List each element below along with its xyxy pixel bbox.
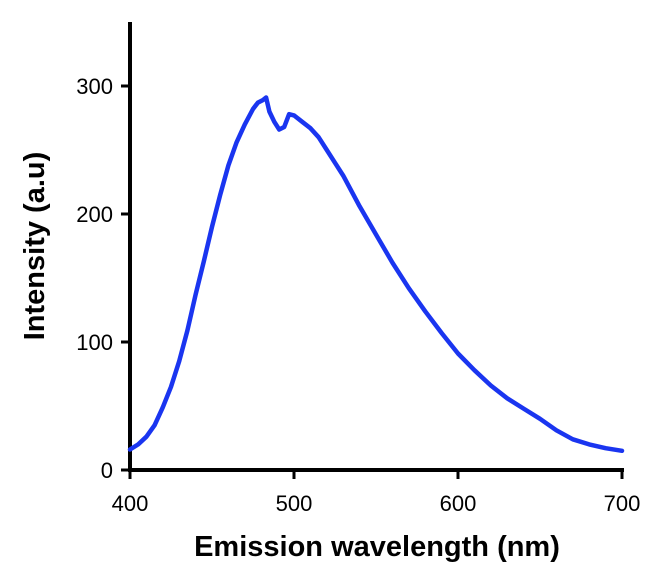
- y-tick-label: 0: [101, 458, 113, 483]
- x-tick-label: 600: [440, 491, 477, 516]
- x-tick-label: 500: [276, 491, 313, 516]
- y-tick-label: 100: [76, 330, 113, 355]
- y-tick-label: 300: [76, 74, 113, 99]
- x-tick-label: 400: [112, 491, 149, 516]
- y-tick-label: 200: [76, 202, 113, 227]
- y-axis-title: Intensity (a.u): [19, 152, 51, 341]
- series-line: [127, 95, 625, 454]
- x-axis-ticks: 400 500 600 700: [112, 470, 641, 516]
- series-group: [127, 95, 625, 454]
- y-axis-ticks: 0 100 200 300: [76, 74, 130, 483]
- x-tick-label: 700: [604, 491, 641, 516]
- x-axis-title: Emission wavelength (nm): [194, 531, 560, 563]
